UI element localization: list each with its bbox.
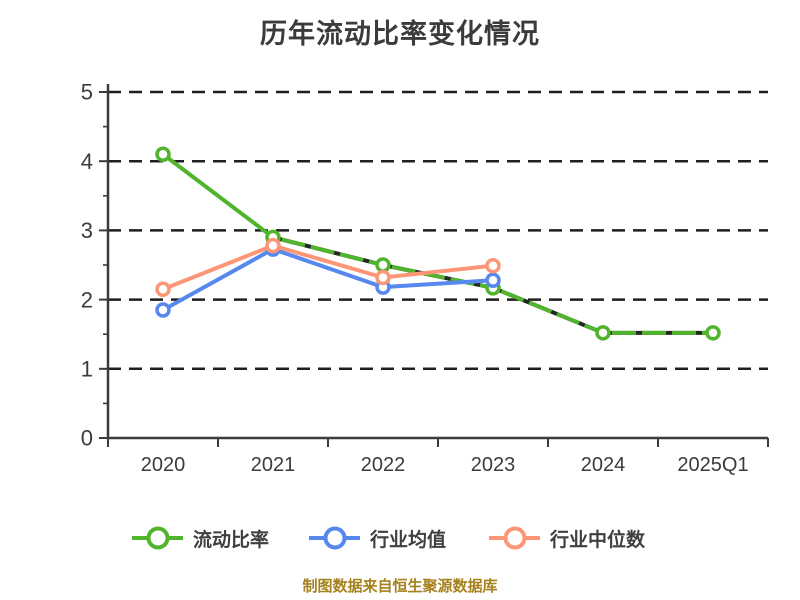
y-tick-label: 2	[81, 287, 93, 312]
x-tick-label: 2024	[581, 454, 626, 476]
legend-circle-swatch	[146, 526, 169, 550]
series-segment	[272, 247, 384, 290]
data-point-marker	[595, 325, 611, 341]
series-segment	[272, 243, 384, 280]
data-point-marker	[155, 146, 171, 163]
x-tick-label: 2023	[471, 454, 516, 476]
data-source-note: 制图数据来自恒生聚源数据库	[302, 578, 498, 595]
y-tick-label: 3	[81, 218, 93, 243]
y-tick-label: 5	[81, 80, 93, 105]
x-tick-label: 2021	[251, 454, 296, 476]
legend-circle-swatch	[503, 526, 526, 550]
chart-title: 历年流动比率变化情况	[260, 19, 540, 49]
y-tick-label: 1	[81, 357, 93, 382]
series-segment	[382, 263, 494, 280]
data-point-marker	[265, 237, 281, 254]
data-point-marker	[155, 302, 171, 318]
series-segment	[162, 243, 274, 292]
series-segment	[162, 247, 274, 312]
legend-item-current-ratio[interactable]: 流动比率	[132, 522, 269, 554]
legend-item-industry-median[interactable]: 行业中位数	[489, 522, 645, 554]
y-tick-label: 4	[81, 149, 93, 174]
x-tick-label: 2022	[361, 454, 406, 476]
legend-label: 流动比率	[193, 529, 270, 551]
data-point-marker	[485, 257, 501, 274]
data-point-marker	[705, 325, 721, 341]
data-point-marker	[375, 269, 391, 286]
series-segment	[161, 152, 275, 239]
legend-line-circle-icon	[489, 522, 540, 554]
legend-circle-swatch	[323, 526, 346, 550]
legend-line-circle-icon	[309, 522, 360, 554]
series-segment	[492, 285, 604, 335]
series-segment	[382, 278, 494, 290]
x-tick-label: 2020	[141, 454, 186, 476]
legend-label: 行业均值	[370, 529, 447, 551]
legend: 流动比率 行业均值 行业中位数	[0, 522, 800, 554]
x-tick-label: 2025Q1	[677, 454, 748, 476]
data-point-marker	[375, 257, 391, 273]
legend-label: 行业中位数	[550, 529, 646, 551]
series-segment	[382, 263, 494, 290]
y-tick-label: 0	[81, 426, 93, 451]
legend-item-industry-mean[interactable]: 行业均值	[309, 522, 446, 554]
data-point-marker	[155, 281, 171, 297]
legend-line-circle-icon	[132, 522, 183, 554]
series-segment	[272, 235, 384, 267]
data-point-marker	[485, 272, 501, 288]
